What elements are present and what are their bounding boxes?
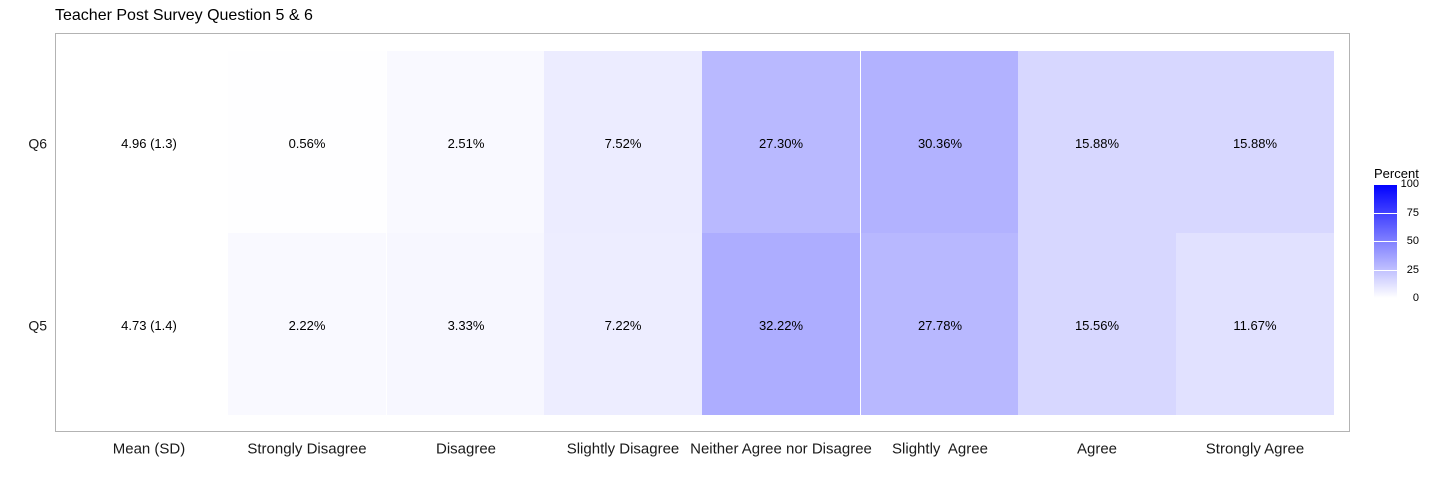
heatmap-cell — [544, 51, 702, 233]
heatmap-cell — [544, 233, 702, 415]
color-legend: Percent 0 25 50 75 100 — [1372, 166, 1432, 316]
x-tick-label: Mean (SD) — [113, 441, 186, 458]
legend-tick-label: 50 — [1406, 235, 1419, 247]
heatmap-cell — [702, 233, 860, 415]
heatmap-cell — [387, 233, 545, 415]
heatmap-cell — [1176, 233, 1334, 415]
cell-value-label: 15.56% — [1075, 318, 1120, 333]
cell-value-label: 27.30% — [759, 136, 804, 151]
cell-value-label: 27.78% — [918, 318, 963, 333]
legend-tick-mark — [1374, 269, 1397, 271]
y-tick-label: Q5 — [28, 318, 47, 334]
cell-value-label: 15.88% — [1233, 136, 1278, 151]
legend-tick-label: 75 — [1406, 206, 1419, 219]
heatmap-cell — [1018, 51, 1176, 233]
x-tick-label: Strongly Agree — [1206, 441, 1304, 458]
y-tick-label: Q6 — [28, 136, 47, 152]
x-tick-label: Strongly Disagree — [247, 441, 366, 458]
heatmap-cell — [702, 51, 860, 233]
cell-value-label: 2.51% — [448, 136, 485, 151]
mean-sd-label: 4.73 (1.4) — [121, 318, 177, 333]
cell-value-label: 0.56% — [289, 136, 326, 151]
x-tick-label: Slightly Disagree — [567, 441, 680, 458]
x-tick-label: Agree — [1077, 441, 1117, 458]
legend-tick-label: 0 — [1412, 292, 1419, 304]
heatmap-cell — [1018, 233, 1176, 415]
heatmap-cell — [228, 51, 386, 233]
cell-value-label: 3.33% — [448, 318, 485, 333]
chart-title: Teacher Post Survey Question 5 & 6 — [55, 7, 313, 24]
heatmap-cell — [861, 233, 1019, 415]
legend-tick-label: 100 — [1400, 178, 1419, 190]
legend-tick-mark — [1374, 241, 1397, 242]
mean-sd-label: 4.96 (1.3) — [121, 136, 177, 151]
x-tick-label: Slightly Agree — [892, 441, 988, 458]
cell-value-label: 7.22% — [605, 318, 642, 333]
x-tick-label: Disagree — [436, 441, 496, 458]
legend-tick-label: 25 — [1406, 263, 1419, 276]
x-tick-label: Neither Agree nor Disagree — [690, 441, 872, 458]
heatmap-cell — [228, 233, 386, 415]
legend-title: Percent — [1374, 166, 1419, 181]
heatmap-cell — [1176, 51, 1334, 233]
legend-tick-mark — [1374, 184, 1397, 185]
heatmap-cell — [387, 51, 545, 233]
legend-tick-mark — [1374, 298, 1397, 299]
cell-value-label: 32.22% — [759, 318, 804, 333]
cell-value-label: 11.67% — [1233, 318, 1277, 333]
legend-tick-mark — [1374, 212, 1397, 214]
cell-value-label: 30.36% — [918, 136, 963, 151]
heatmap-cell — [861, 51, 1019, 233]
cell-value-label: 7.52% — [605, 136, 642, 151]
cell-value-label: 15.88% — [1075, 136, 1120, 151]
cell-value-label: 2.22% — [289, 318, 326, 333]
